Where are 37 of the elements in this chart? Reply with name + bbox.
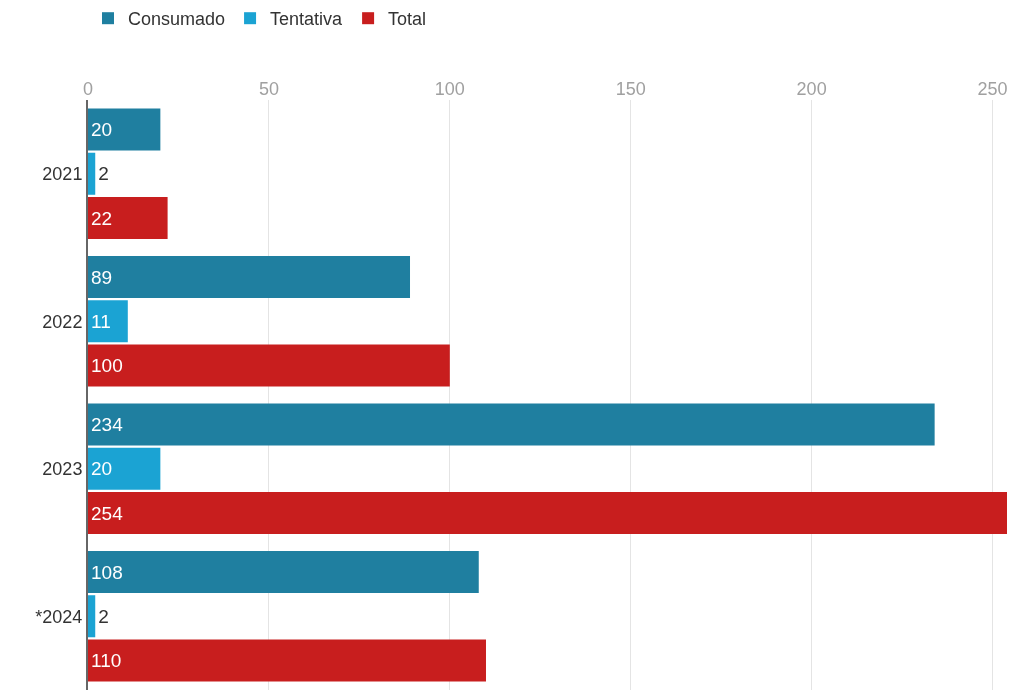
bar: [88, 403, 935, 446]
data-label: 254: [91, 502, 124, 524]
data-label: 110: [91, 650, 122, 671]
data-label: 100: [91, 355, 123, 376]
data-label: 2: [98, 163, 109, 185]
legend-label: Consumado: [128, 9, 226, 30]
data-label: 89: [91, 266, 113, 288]
bar: [88, 152, 96, 195]
y-tick-label: 2023: [42, 459, 83, 480]
data-label: 2: [98, 605, 109, 627]
bar: [88, 550, 479, 594]
y-tick-label: 2022: [42, 311, 83, 332]
x-tick-label: 100: [434, 79, 465, 100]
x-tick-label: 50: [258, 79, 279, 100]
legend-label: Tentativa: [270, 9, 344, 30]
y-tick-label: 2021: [42, 164, 83, 185]
data-label: 20: [91, 119, 113, 140]
x-tick-label: 150: [615, 79, 646, 100]
bar: [88, 447, 161, 490]
bar: [88, 300, 128, 343]
y-tick-label: *2024: [35, 606, 83, 627]
data-label: 234: [91, 414, 124, 435]
data-label: 20: [91, 458, 113, 480]
x-tick-label: 200: [796, 79, 827, 100]
bar: [88, 639, 486, 682]
bar: [88, 196, 168, 240]
bar: [88, 491, 1007, 535]
x-tick-label: 0: [82, 79, 94, 100]
bar: [88, 108, 161, 151]
data-label: 22: [91, 207, 113, 229]
data-label: 108: [91, 561, 123, 583]
bar: [88, 344, 450, 387]
x-tick-label: 250: [977, 79, 1008, 100]
bar: [88, 255, 411, 299]
data-label: 11: [91, 310, 111, 332]
legend-label: Total: [388, 9, 427, 30]
bar: [88, 595, 96, 638]
